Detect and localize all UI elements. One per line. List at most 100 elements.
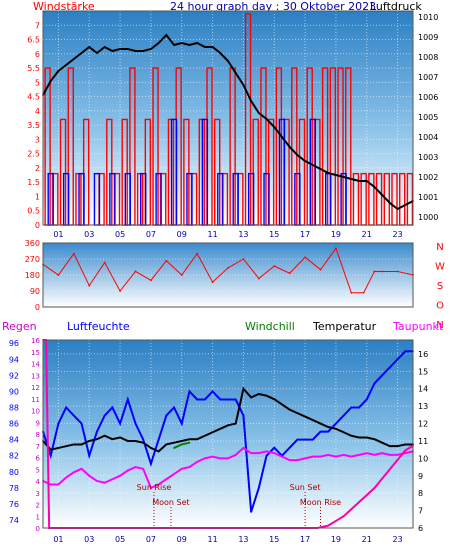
pressure-point-9 [111,50,114,52]
chart2-border [42,242,414,308]
dewpoint-point-18 [180,467,183,470]
dewpoint-point-7 [96,480,98,482]
dewpoint-point-35 [311,455,314,458]
dewpoint-point-32 [288,459,291,462]
pressure-point-11 [126,48,129,50]
chart3-rain-tick-15: 15 [31,349,40,357]
temperature-point-40 [350,434,353,437]
pressure-point-14 [150,48,152,50]
dewpoint-point-31 [281,455,283,458]
temperature-point-5 [80,443,83,446]
wind-direction-point-23 [381,270,384,273]
chart1-x-tick-4: 09 [177,230,187,239]
temperature-point-24 [227,424,229,427]
chart3-rain-tick-13: 13 [31,372,40,380]
temperature-point-26 [242,387,245,390]
chart1-right-tick-3: 1003 [418,153,438,162]
chart3-rain-tick-1: 1 [36,513,40,521]
temperature-point-47 [404,443,407,446]
chart1-left-tick-2: 1 [35,192,40,201]
temperature-point-3 [65,445,68,448]
chart3-temperature-tick-8: 14 [418,385,428,394]
pressure-point-28 [257,112,260,114]
pressure-point-7 [96,52,98,54]
chart1-left-tick-6: 3 [35,135,40,144]
dewpoint-point-30 [273,452,276,455]
pressure-point-3 [65,64,68,66]
chart1-left-tick-5: 2.5 [27,150,40,159]
humidity-point-24 [227,398,229,401]
chart1-right-label: Luftdruck [370,0,422,13]
pressure-point-1 [49,80,52,82]
pressure-point-29 [265,118,268,120]
rain-point-5 [335,520,337,522]
chart2-left-tick-3: 270 [25,255,40,264]
wind-direction-point-21 [362,291,365,294]
chart1-right-tick-1: 1001 [418,193,438,202]
chart3-humidity-tick-1: 76 [9,500,19,509]
pressure-point-12 [134,50,137,52]
dewpoint-point-34 [304,457,306,460]
humidity-point-26 [242,414,245,417]
humidity-point-6 [88,454,91,457]
humidity-point-2 [57,422,60,425]
pressure-point-17 [173,44,175,46]
chart1-right-tick-0: 1000 [418,213,438,222]
chart3-x-tick-4: 09 [177,535,187,544]
chart3-grid [43,340,413,529]
temperature-point-29 [265,394,268,397]
temperature-point-17 [173,441,175,444]
humidity-point-9 [111,406,114,409]
chart3-rain-tick-14: 14 [31,361,40,369]
temperature-point-28 [257,393,260,395]
dewpoint-point-45 [388,453,391,456]
chart1-right-tick-9: 1009 [418,33,438,42]
chart1-right-tick-7: 1007 [418,73,438,82]
temperature-point-7 [96,438,98,441]
wind-direction-point-6 [134,270,137,273]
humidity-point-8 [103,414,106,417]
pressure-point-30 [273,126,276,128]
annotation-moonset-label: Moon Set [152,498,189,507]
windchill-point-0 [173,447,175,449]
temperature-point-37 [327,426,330,428]
humidity-point-21 [203,398,206,401]
dewpoint-point-25 [234,453,237,456]
temperature-point-45 [388,445,391,448]
chart3-humidity-tick-4: 82 [9,452,19,461]
humidity-point-39 [342,414,345,417]
windchill-point-2 [188,441,191,444]
dewpoint-point-26 [242,447,245,449]
humidity-point-46 [396,358,399,361]
wind-direction-point-24 [396,270,399,273]
chart3-humidity-tick-9: 92 [9,371,19,380]
dewpoint-point-24 [227,457,229,460]
pressure-point-40 [350,178,353,180]
chart2-left-tick-2: 180 [25,271,40,280]
chart3-x-tick-3: 07 [146,535,156,544]
dewpoint-point-10 [119,474,121,477]
wind-direction-point-18 [319,268,322,271]
humidity-point-7 [96,430,98,433]
chart1-left-tick-1: 0.5 [27,207,40,216]
dewpoint-point-2 [57,483,60,486]
chart3-plot-area [43,340,413,528]
wind-direction-point-7 [150,279,152,282]
chart3-x-tick-1: 03 [84,535,94,544]
humidity-point-23 [219,398,222,401]
pressure-point-13 [142,50,145,52]
chart3-temperature-tick-2: 8 [418,489,423,498]
chart1-x-tick-7: 15 [269,230,279,239]
chart2-compass-tick-3: O [436,301,444,312]
temperature-point-16 [165,443,168,446]
wind-direction-point-22 [373,270,376,273]
wind-direction-point-3 [88,284,91,287]
chart3-temperature-tick-5: 11 [418,437,428,446]
chart3-rain-tick-4: 4 [36,478,41,486]
pressure-point-16 [165,34,168,36]
humidity-point-43 [373,382,376,385]
annotation-sunrise-label: Sun Rise [137,483,172,492]
wind-direction-point-2 [72,252,75,255]
chart3-rain-tick-9: 9 [36,419,40,427]
wind-direction-point-9 [180,274,183,276]
